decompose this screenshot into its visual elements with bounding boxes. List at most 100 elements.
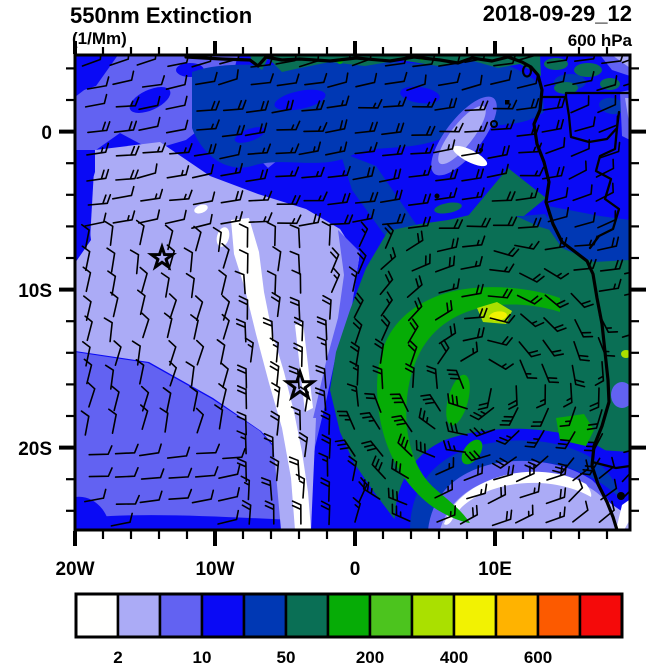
wind-barb bbox=[352, 497, 362, 523]
wind-barb bbox=[163, 312, 173, 339]
wind-barb bbox=[168, 488, 193, 501]
wind-barb bbox=[586, 409, 603, 431]
wind-barb bbox=[518, 142, 543, 154]
wind-barb bbox=[432, 139, 456, 154]
wind-barb bbox=[464, 55, 487, 64]
wind-barb bbox=[262, 317, 274, 342]
wind-barb bbox=[573, 340, 590, 362]
wind-barb bbox=[379, 270, 394, 296]
wind-barb bbox=[113, 120, 138, 133]
wind-barb bbox=[115, 96, 140, 108]
wind-barb bbox=[168, 293, 177, 320]
wind-barb bbox=[330, 267, 341, 294]
wind-barb bbox=[138, 95, 161, 111]
x-tick-label: 10E bbox=[478, 559, 512, 580]
wind-barb bbox=[598, 115, 619, 133]
wind-barb bbox=[109, 55, 130, 66]
wind-barb bbox=[289, 296, 301, 321]
wind-barb bbox=[541, 118, 565, 133]
wind-barb bbox=[445, 421, 468, 436]
colorbar-cell bbox=[494, 592, 540, 639]
wind-barb bbox=[115, 145, 140, 157]
wind-barb bbox=[250, 55, 274, 68]
wind-barb bbox=[270, 291, 281, 318]
wind-barb bbox=[275, 143, 300, 155]
wind-barb bbox=[598, 314, 619, 333]
wind-barb bbox=[411, 253, 431, 272]
wind-barb bbox=[348, 266, 358, 292]
wind-barb bbox=[87, 193, 112, 206]
wind-barb bbox=[357, 248, 367, 275]
wind-barb bbox=[136, 289, 146, 316]
wind-barb bbox=[165, 74, 188, 90]
wind-barb bbox=[140, 188, 164, 202]
wind-barb bbox=[166, 165, 190, 179]
wind-barb bbox=[84, 488, 107, 503]
wind-barb bbox=[524, 429, 545, 448]
wind-barb bbox=[139, 443, 162, 457]
wind-barb bbox=[438, 323, 457, 345]
contour-layers bbox=[75, 55, 630, 530]
wind-barb bbox=[354, 121, 378, 134]
wind-barb bbox=[436, 505, 457, 523]
wind-barb bbox=[600, 478, 618, 501]
wind-barb bbox=[139, 490, 163, 504]
wind-barb bbox=[352, 208, 375, 223]
wind-barb bbox=[165, 95, 188, 110]
wind-barb bbox=[426, 365, 439, 390]
wind-barb bbox=[573, 258, 597, 271]
wind-barb bbox=[244, 122, 268, 137]
colorbar-tick-label: 10 bbox=[193, 648, 212, 667]
wind-barb bbox=[391, 503, 411, 522]
wind-barb bbox=[88, 445, 113, 456]
wind-barb bbox=[434, 187, 458, 201]
wind-barb bbox=[271, 99, 294, 114]
wind-barb bbox=[194, 295, 204, 322]
wind-barb bbox=[315, 365, 327, 389]
wind-barb bbox=[81, 55, 102, 67]
wind-barb bbox=[406, 74, 427, 92]
wind-barb bbox=[623, 438, 630, 454]
wind-barb bbox=[139, 266, 148, 293]
wind-barb bbox=[435, 168, 459, 182]
wind-barb bbox=[546, 464, 567, 481]
colorbar-cell bbox=[158, 592, 204, 639]
wind-barb bbox=[623, 70, 630, 87]
wind-barb bbox=[293, 316, 304, 342]
wind-barbs-layer bbox=[80, 55, 630, 527]
wind-barb bbox=[329, 55, 353, 63]
wind-barb bbox=[380, 315, 391, 341]
wind-barb bbox=[486, 163, 509, 178]
contour-region-white-band bbox=[194, 204, 313, 530]
wind-barb bbox=[601, 55, 625, 65]
wind-barb bbox=[329, 214, 354, 226]
wind-barb bbox=[272, 246, 282, 272]
wind-barb bbox=[415, 439, 436, 458]
wind-barb bbox=[320, 500, 331, 526]
wind-barb bbox=[574, 318, 594, 338]
star-marker bbox=[146, 242, 178, 271]
wind-barb bbox=[193, 143, 217, 157]
island-principe bbox=[505, 100, 510, 105]
wind-barb bbox=[519, 482, 541, 499]
colorbar-cell bbox=[74, 592, 120, 639]
colorbar-tick-label: 400 bbox=[440, 648, 468, 667]
wind-barb bbox=[374, 338, 385, 364]
wind-barb bbox=[236, 411, 247, 436]
wind-barb bbox=[108, 408, 117, 435]
wind-barb bbox=[276, 195, 301, 205]
wind-barb bbox=[80, 410, 90, 436]
wind-barb bbox=[114, 466, 139, 478]
wind-barb bbox=[469, 427, 496, 437]
wind-barb bbox=[266, 270, 277, 296]
wind-barb bbox=[355, 72, 378, 88]
wind-barb bbox=[541, 363, 560, 384]
wind-barb bbox=[114, 443, 139, 455]
wind-barb bbox=[364, 392, 382, 413]
star-markers bbox=[146, 242, 318, 402]
wind-barb bbox=[269, 337, 279, 363]
wind-barb bbox=[82, 266, 92, 293]
wind-barb bbox=[571, 364, 586, 388]
wind-barb bbox=[460, 341, 479, 362]
wind-barb bbox=[552, 457, 575, 474]
